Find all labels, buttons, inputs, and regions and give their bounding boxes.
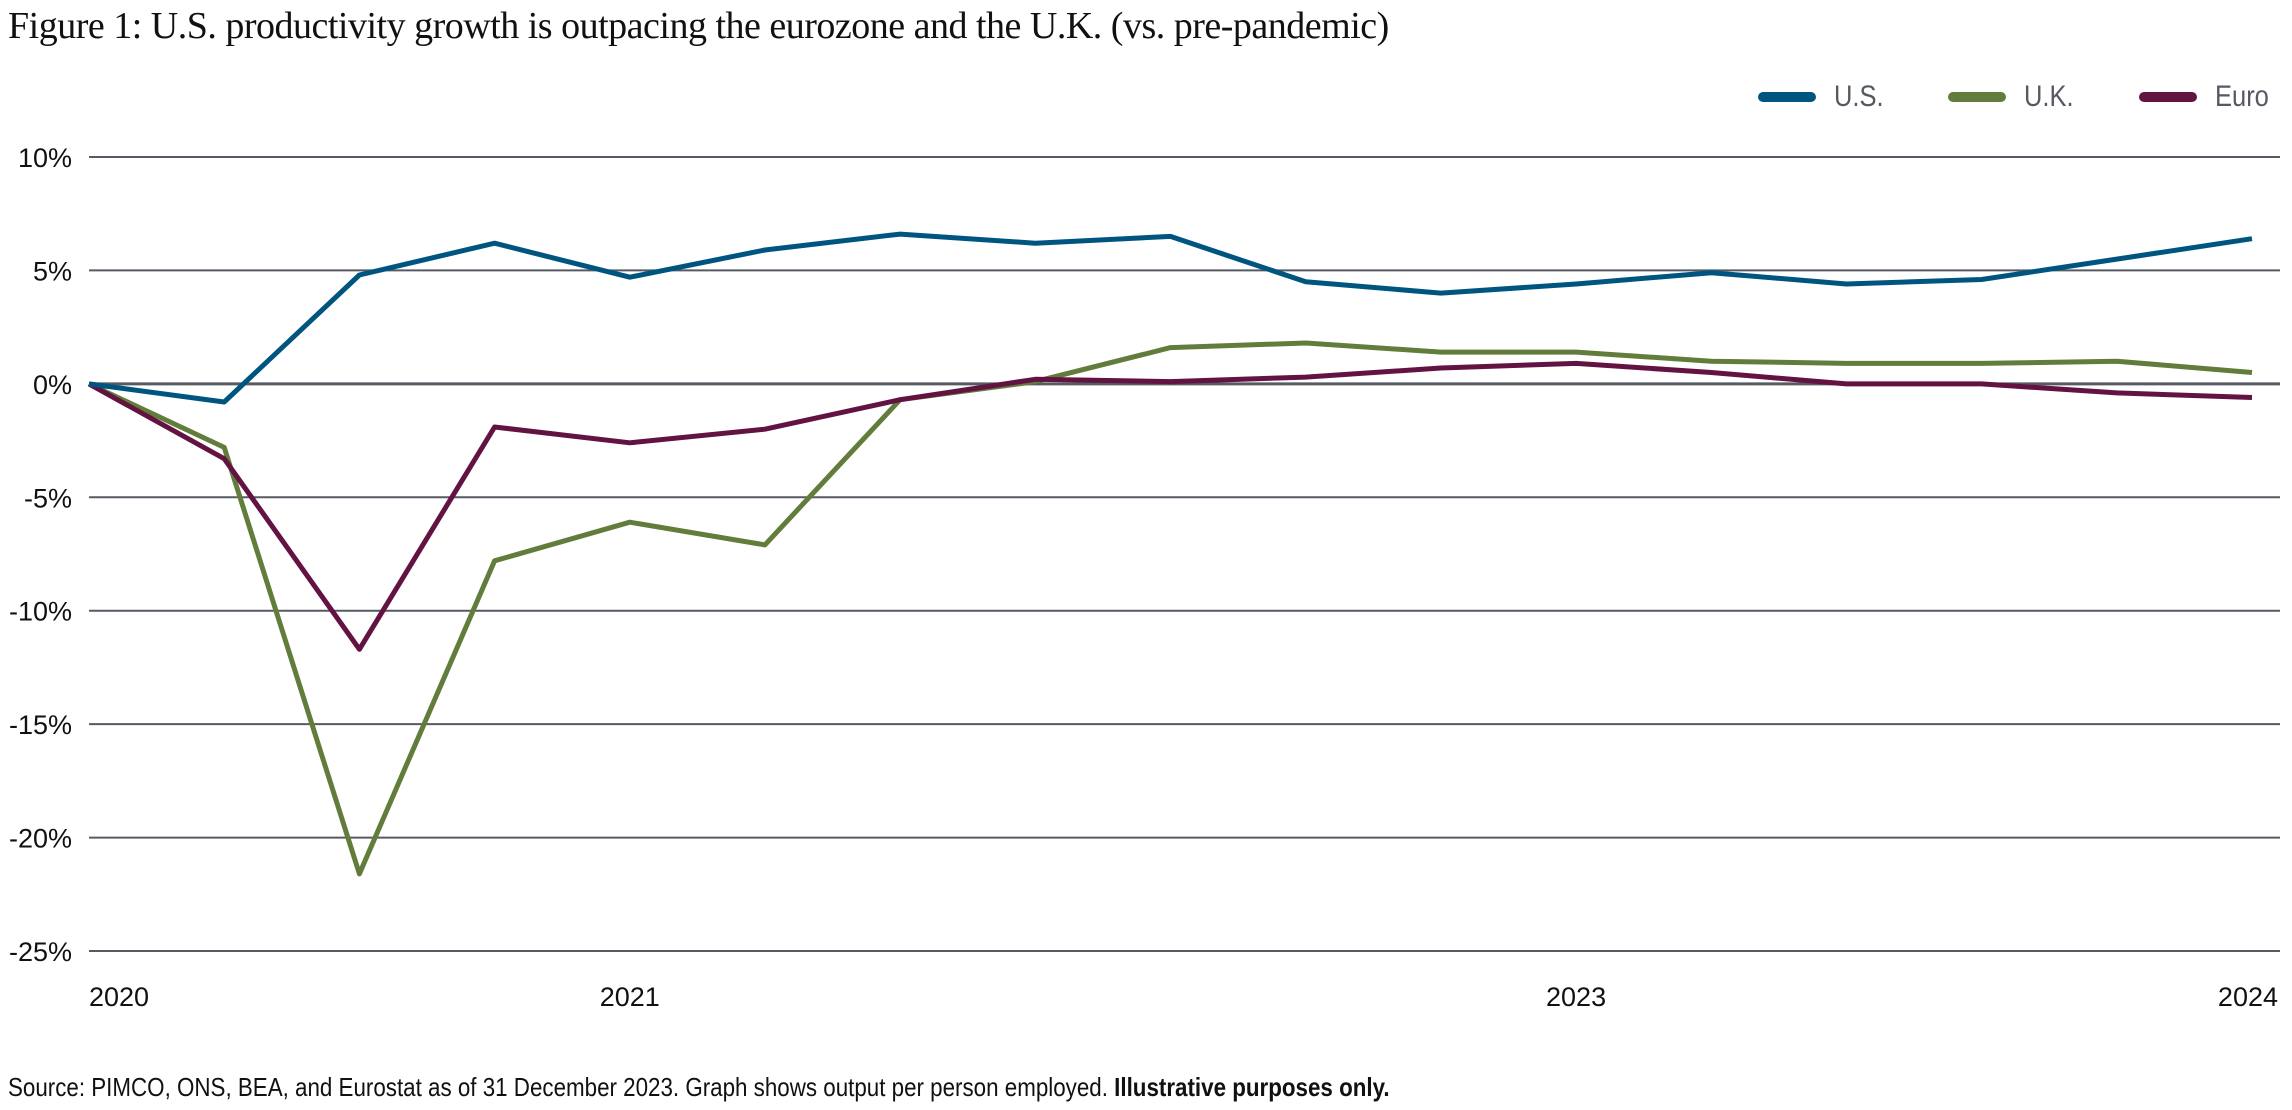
y-tick-label: 10% <box>18 143 72 173</box>
x-tick-label: 2023 <box>1546 982 1606 1012</box>
source-note: Source: PIMCO, ONS, BEA, and Eurostat as… <box>8 1072 1108 1102</box>
y-axis-ticks: 10% 5% 0% -5% -10% -15% -20% -25% <box>9 143 72 967</box>
legend-label-us: U.S. <box>1833 80 1884 113</box>
legend-swatch-euro <box>2138 92 2197 102</box>
line-chart: 10%5%0%-5%-10%-15%-20%-25% 2020 2021 2023 2… <box>9 143 2280 1012</box>
legend-label-euro: Euro <box>2214 80 2269 113</box>
chart-footer: Source: PIMCO, ONS, BEA, and Eurostat as… <box>8 1072 1390 1103</box>
x-axis-ticks: 2020 2021 2023 2024 <box>89 982 2278 1012</box>
legend-swatch-uk <box>1948 92 2007 102</box>
disclaimer-note: Illustrative purposes only. <box>1114 1072 1390 1102</box>
series-line-us <box>88 231 2253 405</box>
y-tick-label: -10% <box>9 597 72 627</box>
legend-label-uk: U.K. <box>2024 80 2074 113</box>
x-tick-label: 2021 <box>600 982 660 1012</box>
x-tick-label: 2024 <box>2218 982 2278 1012</box>
y-tick-label: 0% <box>33 370 72 400</box>
chart-legend: U.S. U.K. Euro <box>1757 80 2278 114</box>
series-line-uk <box>87 340 2253 877</box>
y-tick-label: -25% <box>9 937 72 967</box>
gridlines <box>89 156 2280 952</box>
chart-title: Figure 1: U.S. productivity growth is ou… <box>8 5 1389 47</box>
x-tick-label: 2020 <box>89 982 149 1012</box>
y-tick-label: -15% <box>9 710 72 740</box>
series-line-euro <box>87 360 2253 652</box>
legend-item-us: U.S. <box>1757 80 1892 114</box>
legend-item-uk: U.K. <box>1948 80 2082 114</box>
series-lines <box>87 231 2253 877</box>
legend-swatch-us <box>1757 92 1816 102</box>
y-tick-label: 5% <box>33 256 72 286</box>
y-tick-label: -5% <box>24 483 72 513</box>
y-tick-label: -20% <box>9 824 72 854</box>
legend-item-euro: Euro <box>2138 80 2278 114</box>
